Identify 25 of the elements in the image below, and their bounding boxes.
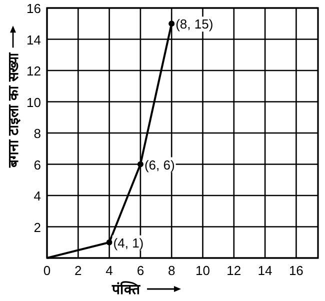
y-tick-label: 14	[26, 32, 41, 48]
x-tick-label: 6	[136, 263, 144, 278]
x-tick-label: 10	[196, 263, 210, 278]
x-tick-label: 16	[288, 263, 304, 278]
y-tick-label: 2	[34, 220, 41, 235]
x-axis-title: पंक्ति	[111, 281, 141, 297]
x-tick-label: 14	[258, 263, 272, 278]
point	[168, 20, 175, 27]
point	[106, 239, 112, 246]
x-tick-label: 12	[226, 263, 242, 278]
y-tick-label: 6	[34, 157, 41, 172]
x-tick-label: 4	[106, 263, 113, 278]
annotation: (8, 15)	[176, 16, 214, 32]
point	[137, 161, 144, 168]
y-tick-label: 4	[34, 188, 41, 204]
x-tick-label: 0	[43, 263, 51, 278]
y-axis-title: बगना टाइला का सख्या	[5, 52, 21, 168]
annotation: (6, 6)	[144, 157, 175, 172]
x-tick-label: 2	[74, 263, 82, 278]
y-tick-label: 12	[26, 64, 41, 78]
annotation: (4, 1)	[113, 235, 144, 250]
y-tick-label: 8	[34, 126, 41, 141]
x-tick-label: 8	[168, 263, 176, 278]
y-tick-label: 10	[26, 94, 41, 110]
y-tick-label: 16	[26, 1, 41, 16]
